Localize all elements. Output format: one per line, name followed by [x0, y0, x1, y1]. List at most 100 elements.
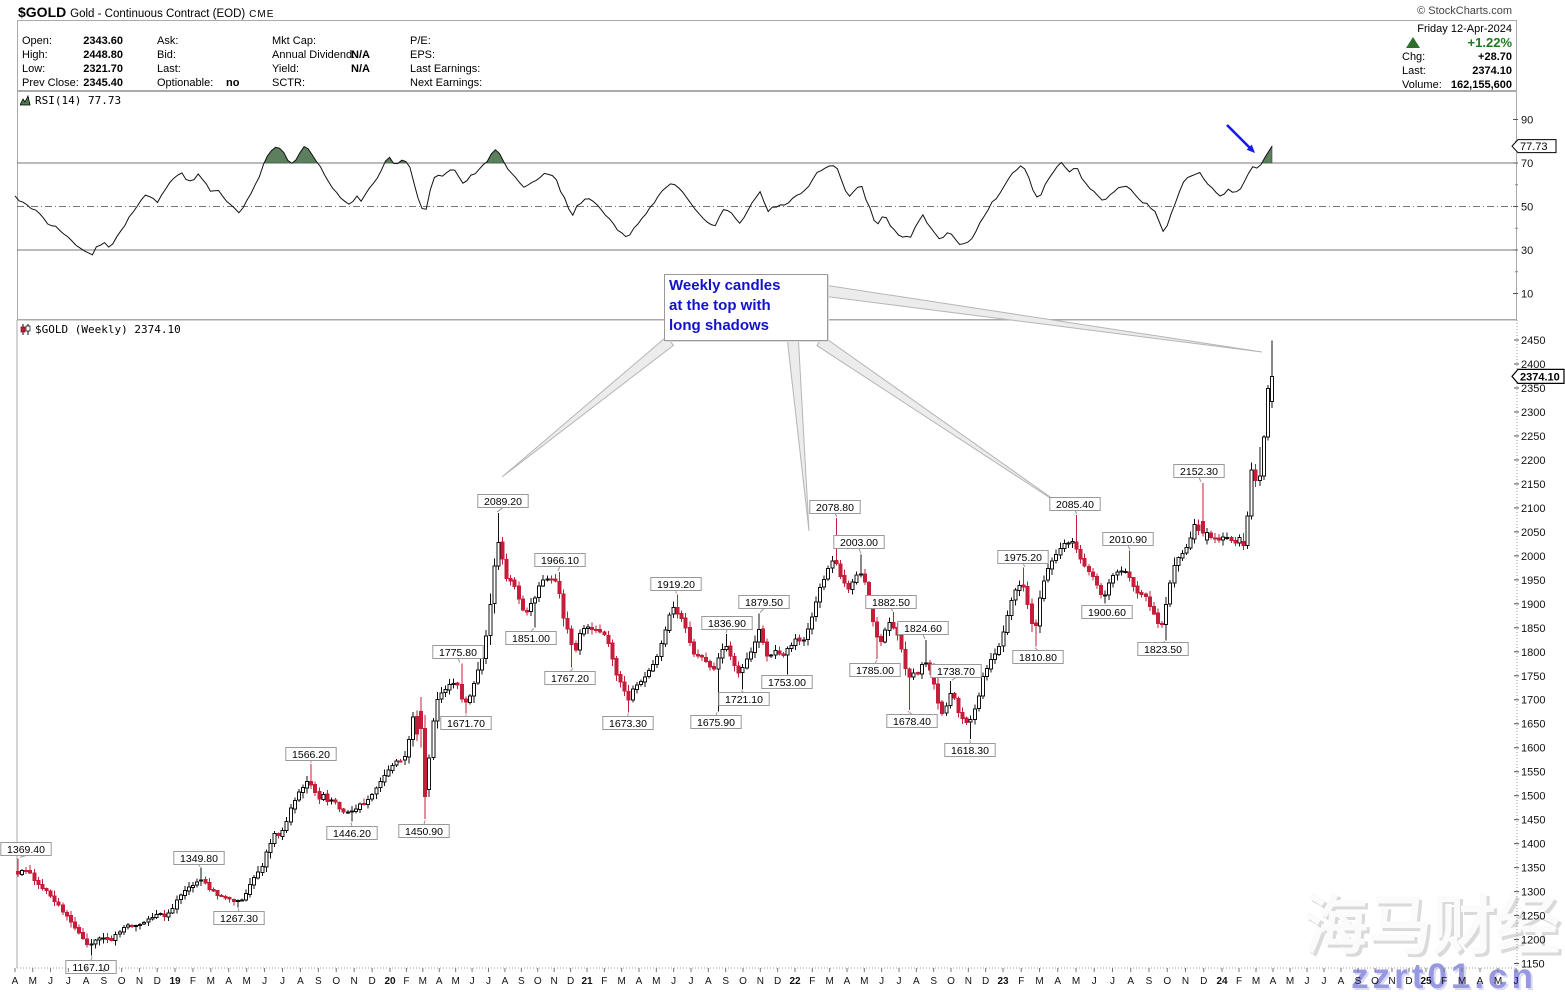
candle	[366, 795, 371, 809]
candle-body	[569, 628, 574, 645]
rsi-overbought-fill	[263, 145, 1273, 164]
candle-body	[317, 791, 322, 800]
candle	[321, 792, 326, 802]
candle	[121, 925, 126, 935]
high-value: 2448.80	[83, 49, 123, 61]
price-flag-box	[285, 747, 337, 761]
annual-dividend-value: N/A	[351, 49, 370, 61]
next-earnings-label: Next Earnings:	[410, 77, 483, 89]
price-flag-value: 1369.40	[7, 844, 45, 856]
time-axis-month-label: J	[1092, 976, 1097, 987]
candle-body	[565, 617, 570, 630]
candle	[146, 916, 151, 927]
time-axis-month-label: M	[1252, 976, 1260, 987]
time-axis-month-label: J	[470, 976, 475, 987]
rsi-axis: 90 70 50 30 10	[1513, 115, 1533, 301]
time-axis-month-label: M	[1035, 976, 1043, 987]
candle-body	[40, 884, 45, 889]
candle-body	[643, 676, 647, 683]
candle	[1050, 557, 1055, 576]
price-flag: 1721.10	[718, 690, 770, 706]
price-flag-value: 1975.20	[1004, 552, 1042, 564]
candle	[809, 612, 814, 635]
candle-body	[182, 890, 187, 897]
price-axis-label: 2150	[1521, 479, 1545, 491]
price-flag-value: 2010.90	[1109, 534, 1147, 546]
candle-body	[174, 899, 179, 910]
candle-body	[44, 888, 49, 891]
candle-body	[366, 799, 371, 806]
candle-body	[313, 783, 318, 793]
price-flag-box	[1081, 605, 1133, 619]
candle	[203, 876, 208, 885]
price-flag-pointer	[1127, 545, 1131, 550]
candle	[940, 700, 945, 717]
candle	[1017, 580, 1022, 597]
candle-body	[972, 708, 977, 721]
candle-body	[655, 655, 660, 665]
candle-body	[431, 720, 436, 758]
candle	[952, 691, 957, 701]
candle-body	[476, 669, 481, 684]
rsi-indicator-icon	[20, 95, 31, 106]
candle	[557, 572, 562, 599]
time-axis-month-label: A	[1477, 976, 1484, 987]
volume-label: Volume:	[1402, 79, 1442, 91]
rsi-axis-label: 90	[1521, 115, 1533, 127]
candle	[341, 807, 346, 814]
candle	[1147, 590, 1152, 611]
candle-body	[553, 578, 558, 582]
candle	[781, 652, 786, 658]
candle-body	[203, 879, 208, 884]
candle	[1082, 553, 1087, 568]
candle	[1200, 482, 1205, 537]
price-flag-box	[602, 716, 654, 730]
candle-body	[997, 645, 1002, 655]
price-flag-value: 1823.50	[1144, 644, 1182, 656]
price-flag-value: 1675.90	[697, 717, 735, 729]
candle	[24, 867, 29, 875]
candle	[586, 623, 590, 634]
candle	[305, 775, 310, 794]
up-triangle-icon	[1406, 37, 1420, 48]
candle	[573, 640, 578, 653]
candle	[1184, 544, 1189, 556]
candle-body	[248, 884, 253, 895]
annotation-line-1: Weekly candles	[669, 277, 781, 294]
time-axis-month-label: F	[1018, 976, 1024, 987]
candle-body	[1196, 524, 1201, 532]
candle	[1127, 550, 1132, 582]
price-axis-label: 1450	[1521, 815, 1545, 827]
candle-body	[68, 915, 73, 923]
candle	[244, 889, 248, 902]
open-value: 2343.60	[83, 35, 123, 47]
candle	[459, 663, 464, 703]
candle	[785, 646, 790, 675]
candle-body	[590, 626, 595, 630]
candle-body	[1099, 585, 1103, 596]
candle	[20, 869, 25, 877]
candle	[647, 667, 652, 679]
price-flag: 1767.20	[544, 668, 596, 685]
price-flag-pointer	[1198, 477, 1202, 483]
candle-body	[146, 918, 151, 923]
price-flag: 1349.80	[173, 851, 225, 867]
price-flag-box	[865, 595, 917, 609]
annotation-line-3: long shadows	[669, 317, 770, 334]
candle	[512, 576, 517, 590]
candle-body	[504, 558, 509, 580]
candle	[972, 704, 977, 725]
price-flag-value: 1721.10	[725, 694, 763, 706]
time-axis: A M J J A S O N D 19 F M A M J J A S O N D 20 F M A M J J A S O N D 21 F M A…	[12, 968, 1519, 987]
candle	[390, 762, 395, 774]
candle-body	[968, 718, 973, 723]
candle	[410, 712, 415, 747]
price-flag-box	[997, 550, 1049, 564]
candle	[903, 641, 908, 676]
candle-body	[435, 699, 440, 722]
candle	[1245, 511, 1250, 550]
price-axis-label: 2100	[1521, 503, 1545, 515]
price-flag: 1446.20	[326, 822, 378, 840]
eps-label: EPS:	[410, 49, 436, 61]
candle	[386, 765, 391, 778]
